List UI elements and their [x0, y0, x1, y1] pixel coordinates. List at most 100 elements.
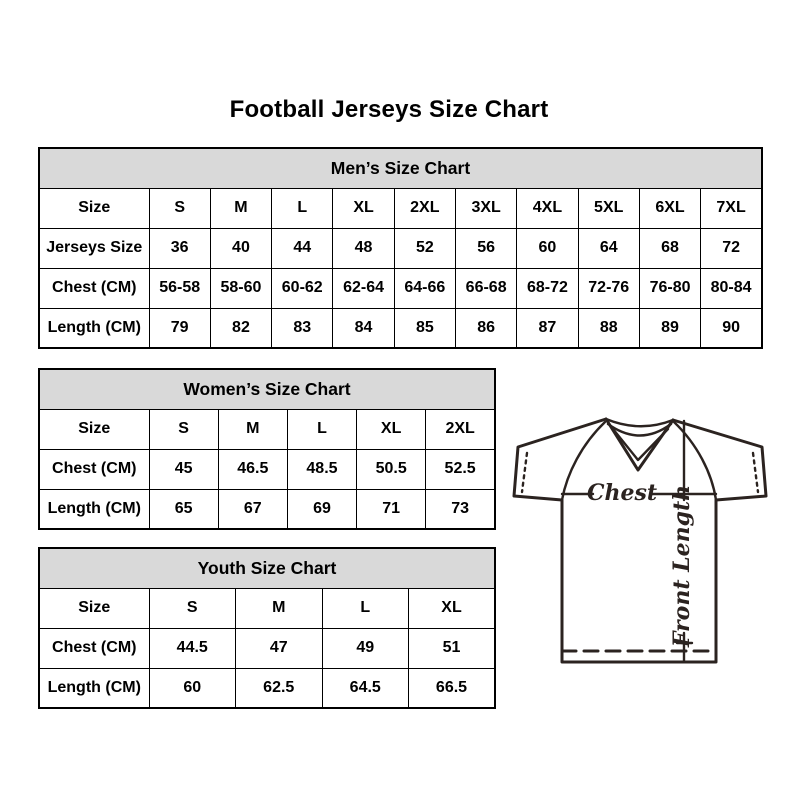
value-cell: 79	[148, 307, 211, 349]
row-label-cell: Size	[38, 408, 150, 450]
value-cell: 47	[235, 627, 323, 669]
jersey-diagram: Chest Front Length	[512, 417, 768, 664]
value-cell: 40	[209, 227, 273, 269]
value-cell: S	[148, 408, 219, 450]
value-cell: 82	[209, 307, 273, 349]
value-cell: 71	[356, 488, 427, 530]
value-cell: 72-76	[577, 267, 640, 309]
table-title-row: Women’s Size Chart	[38, 368, 496, 410]
value-cell: 72	[700, 227, 763, 269]
value-cell: M	[235, 587, 323, 629]
table-title: Youth Size Chart	[38, 547, 496, 589]
value-cell: 90	[700, 307, 763, 349]
value-cell: M	[217, 408, 288, 450]
left-armhole-seam	[560, 420, 607, 502]
youth-size-table: Youth Size Chart Size S M L XL Chest (CM…	[38, 547, 496, 709]
table-row: Jerseys Size 36 40 44 48 52 56 60 64 68 …	[38, 227, 763, 269]
collar-inner-v	[611, 427, 670, 462]
front-length-label: Front Length	[669, 485, 695, 648]
front-length-measure-line	[675, 419, 694, 664]
value-cell: 65	[148, 488, 219, 530]
table-row: Length (CM) 60 62.5 64.5 66.5	[38, 667, 496, 709]
table-row: Length (CM) 65 67 69 71 73	[38, 488, 496, 530]
right-cuff-stitch-line	[751, 451, 760, 494]
value-cell: 7XL	[700, 187, 763, 229]
value-cell: 62.5	[235, 667, 323, 709]
table-row: Size S M L XL	[38, 587, 496, 629]
value-cell: 89	[638, 307, 702, 349]
value-cell: XL	[356, 408, 427, 450]
chest-label: Chest	[587, 480, 657, 506]
row-label-cell: Size	[38, 187, 150, 229]
row-label-cell: Chest (CM)	[38, 267, 150, 309]
value-cell: 52.5	[425, 448, 496, 490]
value-cell: 83	[271, 307, 334, 349]
row-label-cell: Length (CM)	[38, 667, 150, 709]
value-cell: 84	[332, 307, 395, 349]
value-cell: 49	[321, 627, 409, 669]
value-cell: 6XL	[638, 187, 702, 229]
value-cell: XL	[332, 187, 395, 229]
value-cell: 58-60	[209, 267, 273, 309]
value-cell: 5XL	[577, 187, 640, 229]
value-cell: 2XL	[393, 187, 456, 229]
value-cell: 60	[148, 667, 236, 709]
value-cell: XL	[408, 587, 496, 629]
value-cell: 60-62	[271, 267, 334, 309]
jersey-right-sleeve	[671, 418, 768, 502]
table-row: Chest (CM) 44.5 47 49 51	[38, 627, 496, 669]
collar-back-arc-inner	[606, 422, 673, 437]
value-cell: S	[148, 587, 236, 629]
row-label-cell: Length (CM)	[38, 488, 150, 530]
value-cell: 52	[393, 227, 456, 269]
jersey-torso	[560, 498, 718, 664]
value-cell: 76-80	[638, 267, 702, 309]
value-cell: 3XL	[454, 187, 518, 229]
value-cell: 87	[516, 307, 579, 349]
right-armhole-seam	[672, 420, 718, 502]
row-label-cell: Chest (CM)	[38, 627, 150, 669]
value-cell: 86	[454, 307, 518, 349]
table-row: Size S M L XL 2XL 3XL 4XL 5XL 6XL 7XL	[38, 187, 763, 229]
womens-size-table: Women’s Size Chart Size S M L XL 2XL Che…	[38, 368, 496, 530]
value-cell: L	[321, 587, 409, 629]
value-cell: 68	[638, 227, 702, 269]
value-cell: 67	[217, 488, 288, 530]
value-cell: 2XL	[425, 408, 496, 450]
table-row: Chest (CM) 45 46.5 48.5 50.5 52.5	[38, 448, 496, 490]
value-cell: 56-58	[148, 267, 211, 309]
row-label-cell: Chest (CM)	[38, 448, 150, 490]
value-cell: 44	[271, 227, 334, 269]
value-cell: 88	[577, 307, 640, 349]
table-title: Women’s Size Chart	[38, 368, 496, 410]
jersey-left-sleeve	[512, 417, 608, 502]
table-title: Men’s Size Chart	[38, 147, 763, 189]
table-title-row: Youth Size Chart	[38, 547, 496, 589]
value-cell: 50.5	[356, 448, 427, 490]
value-cell: 45	[148, 448, 219, 490]
value-cell: 48	[332, 227, 395, 269]
value-cell: 85	[393, 307, 456, 349]
value-cell: 51	[408, 627, 496, 669]
value-cell: 4XL	[516, 187, 579, 229]
value-cell: 60	[516, 227, 579, 269]
row-label-cell: Jerseys Size	[38, 227, 150, 269]
table-title-row: Men’s Size Chart	[38, 147, 763, 189]
value-cell: 64-66	[393, 267, 456, 309]
table-row: Chest (CM) 56-58 58-60 60-62 62-64 64-66…	[38, 267, 763, 309]
left-cuff-stitch-line	[520, 451, 529, 494]
value-cell: M	[209, 187, 273, 229]
value-cell: 68-72	[516, 267, 579, 309]
value-cell: S	[148, 187, 211, 229]
page-title: Football Jerseys Size Chart	[229, 96, 549, 123]
value-cell: 36	[148, 227, 211, 269]
value-cell: 66-68	[454, 267, 518, 309]
table-row: Length (CM) 79 82 83 84 85 86 87 88 89 9…	[38, 307, 763, 349]
value-cell: 80-84	[700, 267, 763, 309]
value-cell: 73	[425, 488, 496, 530]
value-cell: 64	[577, 227, 640, 269]
value-cell: 56	[454, 227, 518, 269]
mens-size-table: Men’s Size Chart Size S M L XL 2XL 3XL 4…	[38, 147, 763, 349]
value-cell: 66.5	[408, 667, 496, 709]
collar-back-arc-outer	[604, 417, 675, 428]
